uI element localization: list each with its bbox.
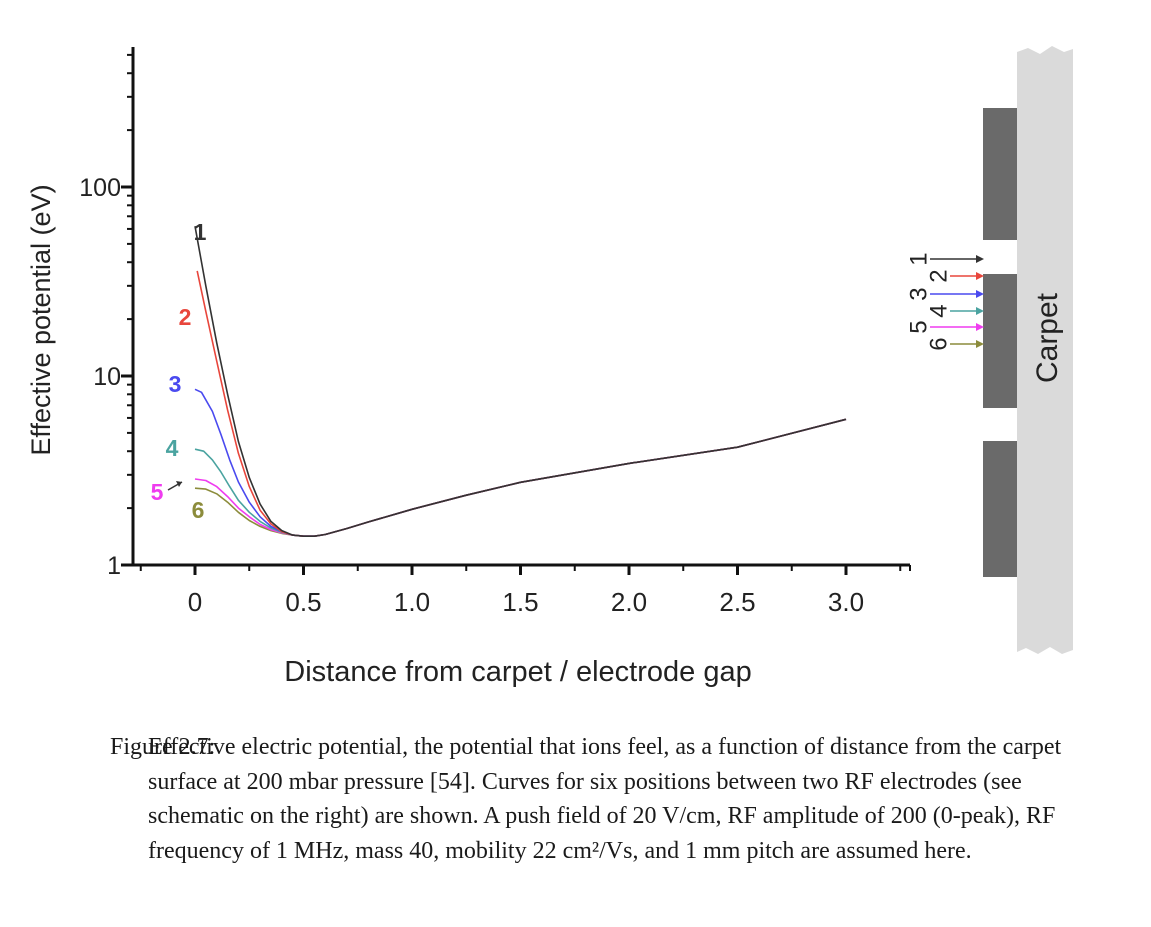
position-label-2: 2 xyxy=(925,269,952,282)
position-arrowhead-1 xyxy=(976,255,984,263)
position-label-6: 6 xyxy=(925,337,952,350)
curve-label-6: 6 xyxy=(192,497,205,523)
position-label-4: 4 xyxy=(925,304,952,317)
x-tick-label: 1.0 xyxy=(394,587,430,617)
rf-electrode-3 xyxy=(983,441,1017,577)
carpet-schematic: Carpet 1 3 5 2 4 6 xyxy=(905,46,1073,654)
position-label-1: 1 xyxy=(905,252,932,265)
curve-6 xyxy=(194,418,847,537)
x-tick-label: 2.5 xyxy=(719,587,755,617)
curve-labels: 1 2 3 45 6 xyxy=(151,219,207,523)
position-label-3: 3 xyxy=(905,287,932,300)
x-axis-label: Distance from carpet / electrode gap xyxy=(284,656,751,688)
position-arrowhead-6 xyxy=(976,340,984,348)
y-axis-label: Effective potential (eV) xyxy=(26,184,56,455)
caption-body: Effective electric potential, the potent… xyxy=(148,734,1062,864)
rf-electrode-1 xyxy=(983,108,1017,240)
position-arrowhead-3 xyxy=(976,290,984,298)
curve-3 xyxy=(194,388,847,537)
curves xyxy=(194,226,847,537)
label-5-arrowhead xyxy=(176,481,182,487)
x-tick-label: 0.5 xyxy=(285,587,321,617)
x-tick-label: 0 xyxy=(188,587,202,617)
caption-text: Effective electric potential, the potent… xyxy=(148,730,1080,868)
position-arrowhead-2 xyxy=(976,272,984,280)
y-tick-label: 10 xyxy=(93,363,121,391)
curve-1 xyxy=(194,226,847,537)
y-tick-label: 100 xyxy=(79,174,121,202)
position-arrowhead-5 xyxy=(976,323,984,331)
curve-2 xyxy=(196,270,847,537)
position-label-5: 5 xyxy=(905,320,932,333)
x-tick-label: 3.0 xyxy=(828,587,864,617)
x-tick-label: 1.5 xyxy=(502,587,538,617)
curve-label-3: 3 xyxy=(169,371,182,397)
caption-label: Figure 2.7: xyxy=(110,734,216,760)
axes: 1 10 100 0 0.5 1.0 1.5 2.0 2.5 3.0 xyxy=(79,47,911,617)
x-tick-label: 2.0 xyxy=(611,587,647,617)
curve-4 xyxy=(194,418,847,537)
rf-electrode-2 xyxy=(983,274,1017,408)
curve-label-5: 5 xyxy=(151,479,164,505)
curve-label-2: 2 xyxy=(179,304,192,330)
carpet-label: Carpet xyxy=(1031,292,1064,383)
curve-label-1: 1 xyxy=(194,219,207,245)
curve-label-4: 4 xyxy=(166,435,179,461)
carpet-strip xyxy=(1017,46,1073,654)
curve-5 xyxy=(194,418,847,537)
y-tick-label: 1 xyxy=(107,552,121,580)
position-arrowhead-4 xyxy=(976,307,984,315)
